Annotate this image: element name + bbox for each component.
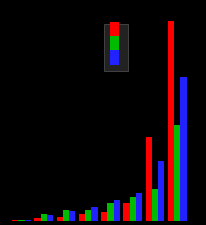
Bar xyxy=(168,20,174,220)
Bar xyxy=(34,218,41,220)
Bar xyxy=(114,200,120,220)
Bar xyxy=(180,76,187,220)
Bar xyxy=(110,22,119,37)
Bar xyxy=(85,209,91,220)
Bar xyxy=(158,160,164,220)
Bar xyxy=(79,214,85,220)
Bar xyxy=(136,193,142,220)
Bar xyxy=(110,36,119,51)
Bar xyxy=(57,216,63,220)
FancyBboxPatch shape xyxy=(104,24,128,72)
Bar xyxy=(110,50,119,65)
Bar xyxy=(174,124,180,220)
Bar xyxy=(91,207,98,220)
Bar xyxy=(152,189,158,220)
Bar xyxy=(69,211,75,220)
Bar xyxy=(107,202,114,220)
Bar xyxy=(47,214,53,220)
Bar xyxy=(41,214,47,220)
Bar xyxy=(123,202,130,220)
Bar xyxy=(130,196,136,220)
Bar xyxy=(63,209,69,220)
Bar xyxy=(146,137,152,220)
Bar xyxy=(101,212,107,220)
